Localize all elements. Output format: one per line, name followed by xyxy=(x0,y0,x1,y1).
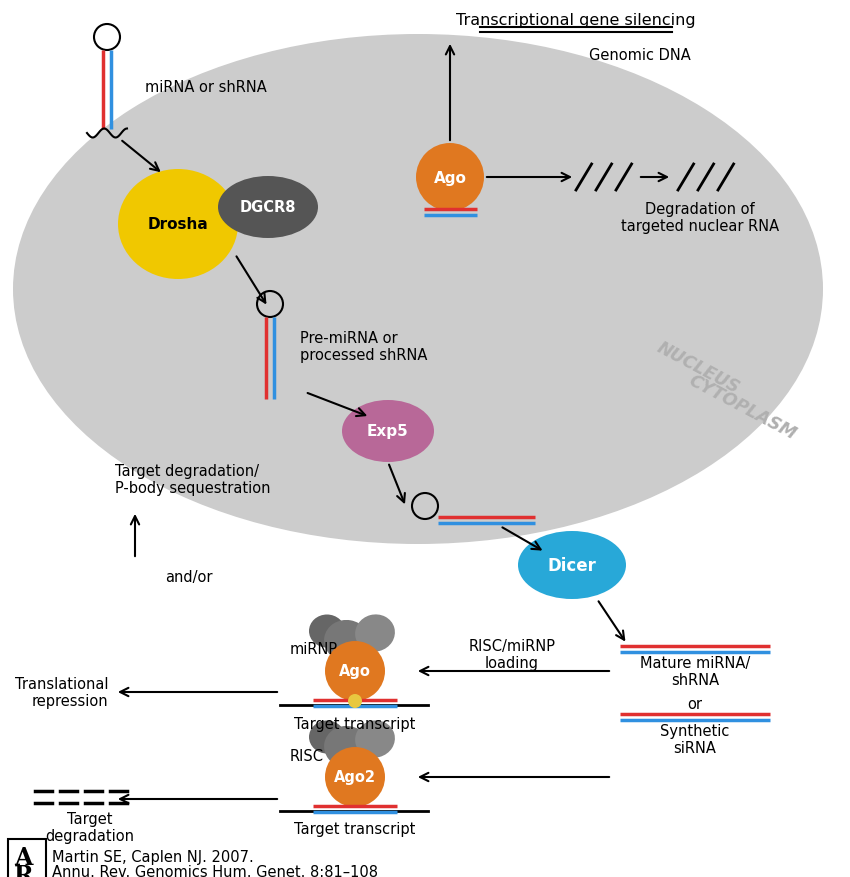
Ellipse shape xyxy=(309,615,345,648)
Text: CYTOPLASM: CYTOPLASM xyxy=(685,372,799,444)
Text: Ago2: Ago2 xyxy=(334,770,376,785)
Text: Degradation of
targeted nuclear RNA: Degradation of targeted nuclear RNA xyxy=(621,202,779,234)
Text: NUCLEUS: NUCLEUS xyxy=(654,339,742,397)
Text: Ago: Ago xyxy=(339,664,371,679)
Text: Target transcript: Target transcript xyxy=(294,717,416,731)
Text: miRNP: miRNP xyxy=(290,642,338,657)
FancyBboxPatch shape xyxy=(8,839,46,877)
Text: A: A xyxy=(14,845,32,869)
Text: Translational
repression: Translational repression xyxy=(14,676,108,709)
Text: DGCR8: DGCR8 xyxy=(240,200,297,215)
Ellipse shape xyxy=(118,170,238,280)
Text: Ago: Ago xyxy=(434,170,467,185)
Ellipse shape xyxy=(324,620,370,662)
Text: Target degradation/
P-body sequestration: Target degradation/ P-body sequestration xyxy=(115,463,270,496)
Ellipse shape xyxy=(342,401,434,462)
Text: Target transcript: Target transcript xyxy=(294,822,416,837)
Circle shape xyxy=(348,695,362,709)
Ellipse shape xyxy=(218,177,318,239)
Ellipse shape xyxy=(518,531,626,599)
Text: Mature miRNA/
shRNA: Mature miRNA/ shRNA xyxy=(640,655,750,688)
Text: Transcriptional gene silencing: Transcriptional gene silencing xyxy=(456,12,696,27)
Circle shape xyxy=(325,747,385,807)
Ellipse shape xyxy=(355,615,395,652)
Text: Drosha: Drosha xyxy=(148,217,208,232)
Text: RISC: RISC xyxy=(290,749,324,764)
Ellipse shape xyxy=(355,721,395,758)
Text: miRNA or shRNA: miRNA or shRNA xyxy=(145,81,267,96)
Text: R: R xyxy=(14,863,34,877)
Ellipse shape xyxy=(309,721,345,753)
Text: Dicer: Dicer xyxy=(547,556,597,574)
Text: Genomic DNA: Genomic DNA xyxy=(589,47,691,62)
Text: Pre-miRNA or
processed shRNA: Pre-miRNA or processed shRNA xyxy=(300,331,428,363)
Text: and/or: and/or xyxy=(165,570,212,585)
Text: Annu. Rev. Genomics Hum. Genet. 8:81–108: Annu. Rev. Genomics Hum. Genet. 8:81–108 xyxy=(52,865,378,877)
Ellipse shape xyxy=(324,726,370,768)
Text: Exp5: Exp5 xyxy=(367,424,409,439)
Text: Synthetic
siRNA: Synthetic siRNA xyxy=(660,723,729,755)
Text: RISC/miRNP
loading: RISC/miRNP loading xyxy=(468,638,556,670)
Ellipse shape xyxy=(13,35,823,545)
Text: Martin SE, Caplen NJ. 2007.: Martin SE, Caplen NJ. 2007. xyxy=(52,850,254,865)
Text: or: or xyxy=(688,696,702,712)
Text: Target
degradation: Target degradation xyxy=(46,811,134,844)
Circle shape xyxy=(325,641,385,702)
Circle shape xyxy=(416,144,484,211)
